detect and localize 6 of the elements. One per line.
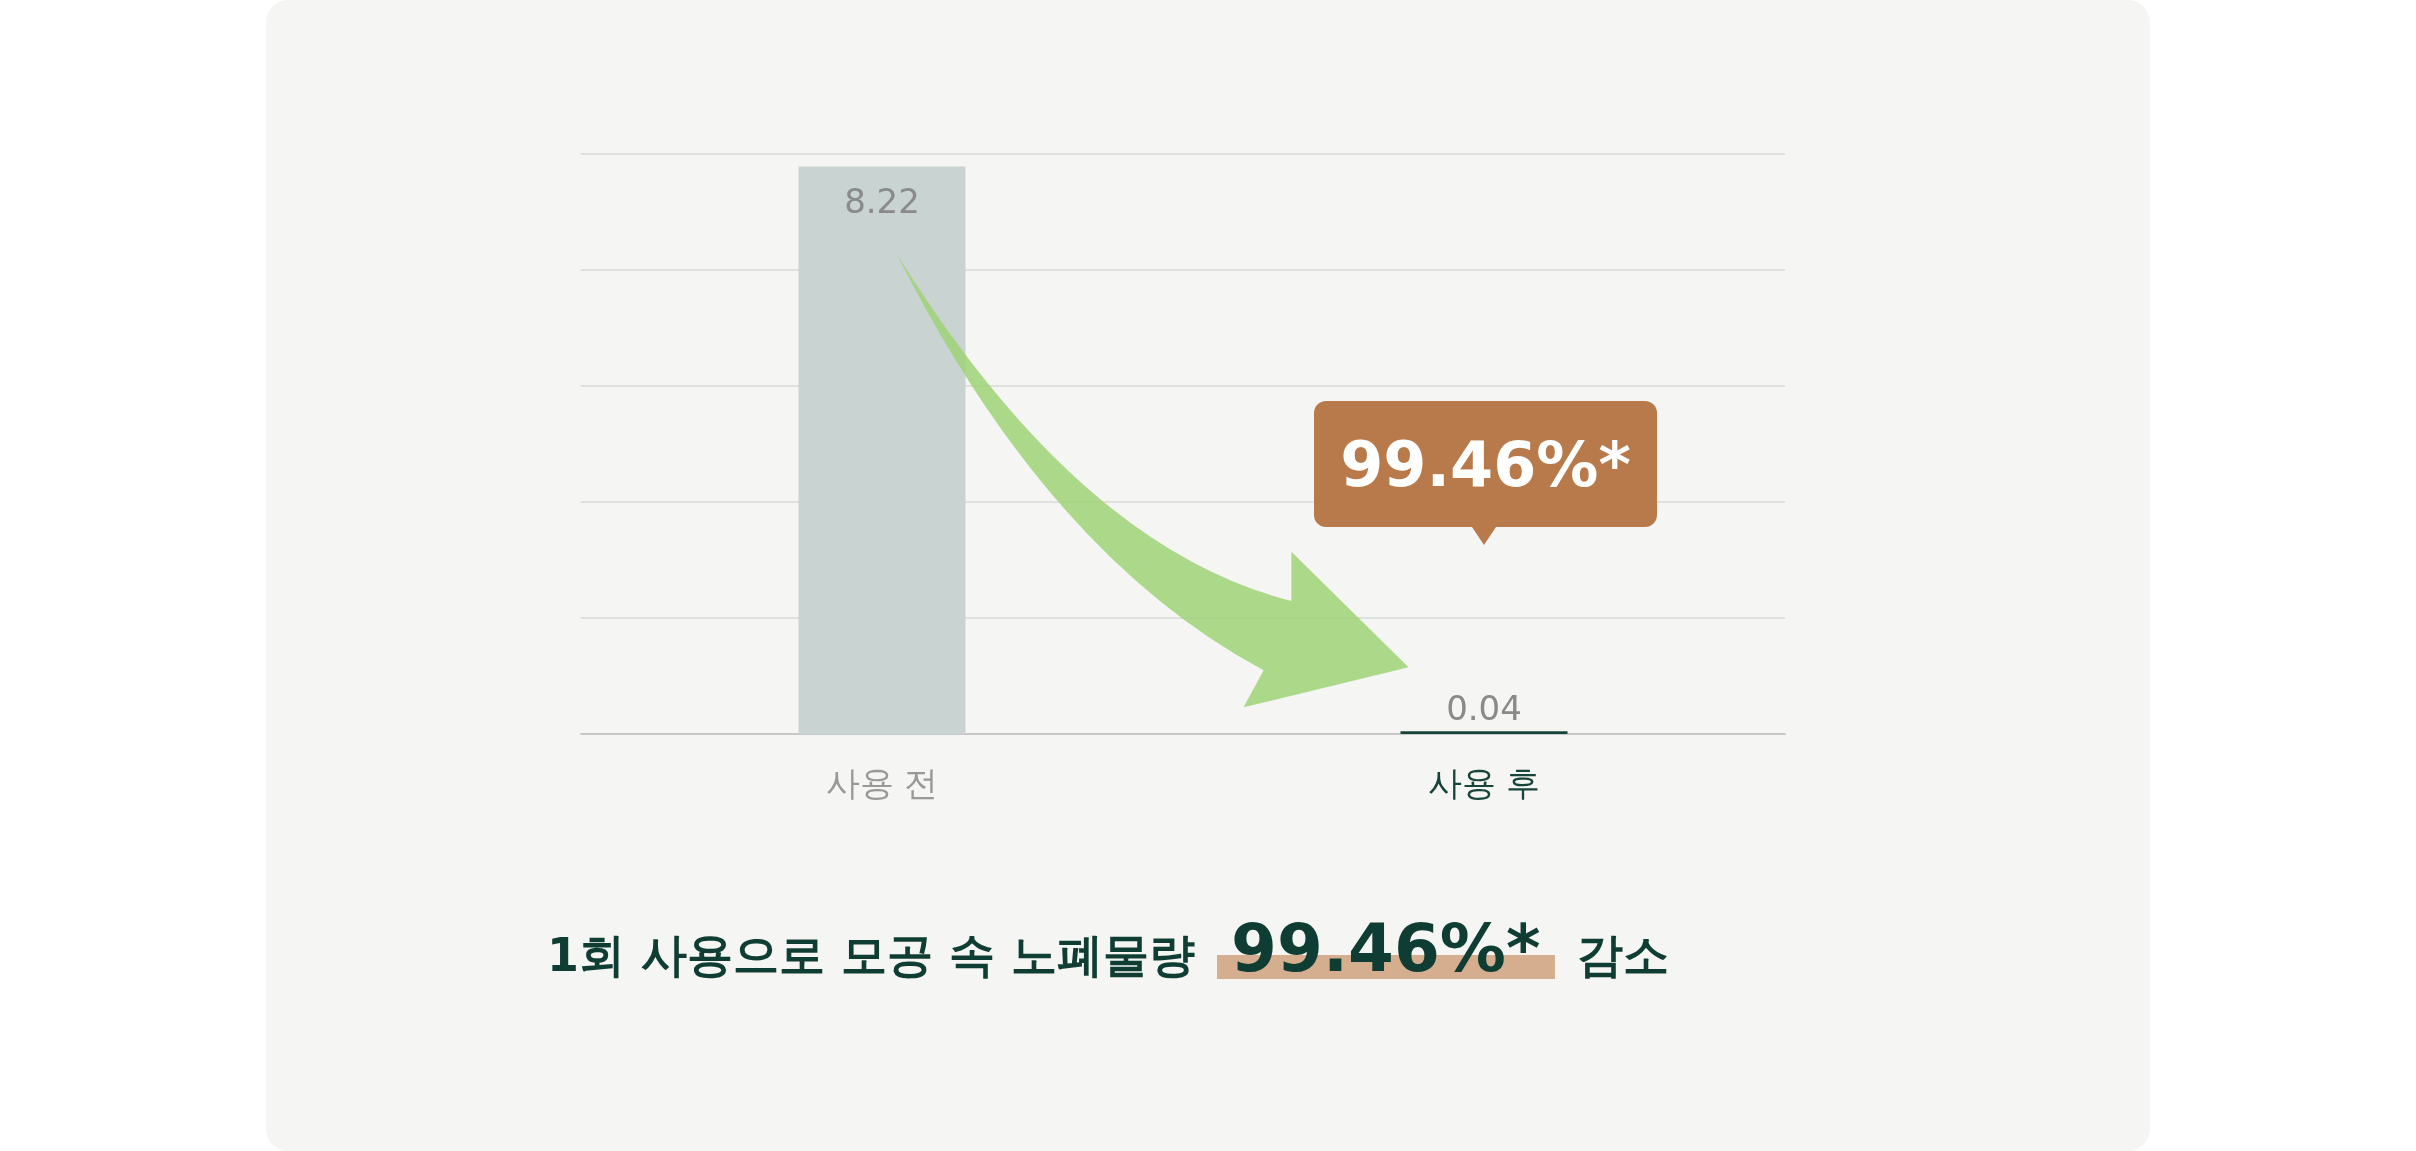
x-tick-label: 사용 전 — [825, 763, 939, 803]
data-label: 8.22 — [844, 181, 920, 222]
annotation: 99.46%* — [1314, 401, 1657, 527]
text: 1회 사용으로 모공 속 노폐물량 99.46%* 감소 — [547, 910, 1669, 987]
x-tick-label: 사용 후 — [1427, 763, 1541, 803]
data-label: 0.04 — [1446, 688, 1522, 729]
